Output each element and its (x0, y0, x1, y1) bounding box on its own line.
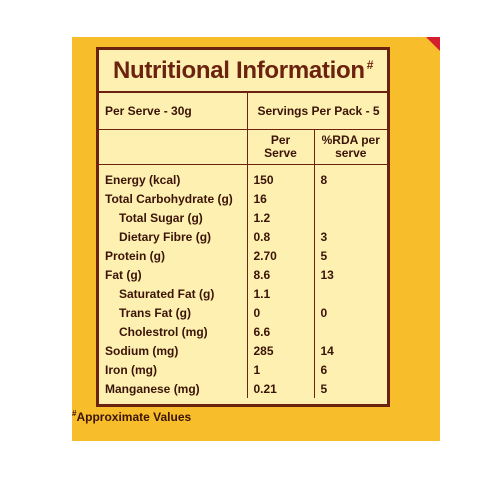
rda-value (313, 322, 388, 341)
footnote-mark: # (72, 409, 77, 418)
nutrient-name: Trans Fat (g) (119, 305, 192, 320)
table-row: Sodium (mg) 285 14 (99, 341, 388, 360)
title-mark: # (366, 57, 374, 72)
rda-value: 13 (313, 265, 388, 284)
table-row: Manganese (mg) 0.21 5 (99, 379, 388, 398)
header-row: Per Serve %RDA per serve (99, 129, 388, 165)
nutrient-name: Protein (g) (105, 248, 165, 263)
table-row: Dietary Fibre (g) 0.8 3 (99, 227, 388, 246)
per-serve-value: 8.6 (246, 265, 314, 284)
rda-value (313, 189, 388, 208)
per-serve-value: 6.6 (246, 322, 314, 341)
table-row: Fat (g) 8.6 13 (99, 265, 388, 284)
per-serve-value: 0.8 (246, 227, 314, 246)
table-row: Total Carbohydrate (g) 16 (99, 189, 388, 208)
nutrient-name: Sodium (mg) (105, 343, 179, 358)
nutrient-name: Iron (mg) (105, 362, 157, 377)
nutrient-name: Energy (kcal) (105, 172, 181, 187)
rda-value: 6 (313, 360, 388, 379)
per-serve-value: 2.70 (246, 246, 314, 265)
rda-value (313, 208, 388, 227)
nutrient-name: Cholestrol (mg) (119, 324, 208, 339)
nutrient-name: Manganese (mg) (105, 381, 200, 396)
table-row: Cholestrol (mg) 6.6 (99, 322, 388, 341)
nutrient-name: Saturated Fat (g) (119, 286, 215, 301)
per-serve-value: 0 (246, 303, 314, 322)
rda-value: 0 (313, 303, 388, 322)
rda-value: 3 (313, 227, 388, 246)
table-row: Iron (mg) 1 6 (99, 360, 388, 379)
nutrition-table: Per Serve - 30g Servings Per Pack - 5 Pe… (99, 93, 388, 398)
per-serve-value: 0.21 (246, 379, 314, 398)
footnote: #Approximate Values (72, 409, 191, 424)
rda-value (313, 284, 388, 303)
per-serve-value: 285 (246, 341, 314, 360)
per-serve-value: 16 (246, 189, 314, 208)
per-serve-cell: Per Serve - 30g (99, 93, 247, 130)
nutrient-name: Total Carbohydrate (g) (105, 191, 233, 206)
per-serve-value: 1 (246, 360, 314, 379)
per-serve-value: 1.2 (246, 208, 314, 227)
footnote-text: Approximate Values (76, 410, 192, 424)
nutrition-title: Nutritional Information # (99, 50, 387, 93)
rda-value: 14 (313, 341, 388, 360)
package-panel: Nutritional Information # Per Serve - 30g… (72, 37, 440, 441)
table-row: Energy (kcal) 150 8 (99, 164, 388, 189)
header-rda: %RDA per serve (313, 129, 388, 165)
table-row: Saturated Fat (g) 1.1 (99, 284, 388, 303)
rda-value: 5 (313, 379, 388, 398)
table-row: Trans Fat (g) 0 0 (99, 303, 388, 322)
corner-flap (426, 37, 440, 51)
table-row: Protein (g) 2.70 5 (99, 246, 388, 265)
serving-row: Per Serve - 30g Servings Per Pack - 5 (99, 93, 388, 130)
nutrient-name: Fat (g) (105, 267, 142, 282)
servings-cell: Servings Per Pack - 5 (246, 93, 388, 130)
nutrient-name: Dietary Fibre (g) (119, 229, 212, 244)
per-serve-value: 150 (246, 164, 314, 189)
title-text: Nutritional Information (112, 56, 365, 84)
per-serve-value: 1.1 (246, 284, 314, 303)
rda-value: 5 (313, 246, 388, 265)
nutrient-name: Total Sugar (g) (119, 210, 203, 225)
nutrition-label: Nutritional Information # Per Serve - 30g… (96, 47, 390, 407)
header-blank (99, 129, 247, 165)
header-per-serve: Per Serve (246, 129, 314, 165)
rda-value: 8 (313, 164, 388, 189)
table-row: Total Sugar (g) 1.2 (99, 208, 388, 227)
